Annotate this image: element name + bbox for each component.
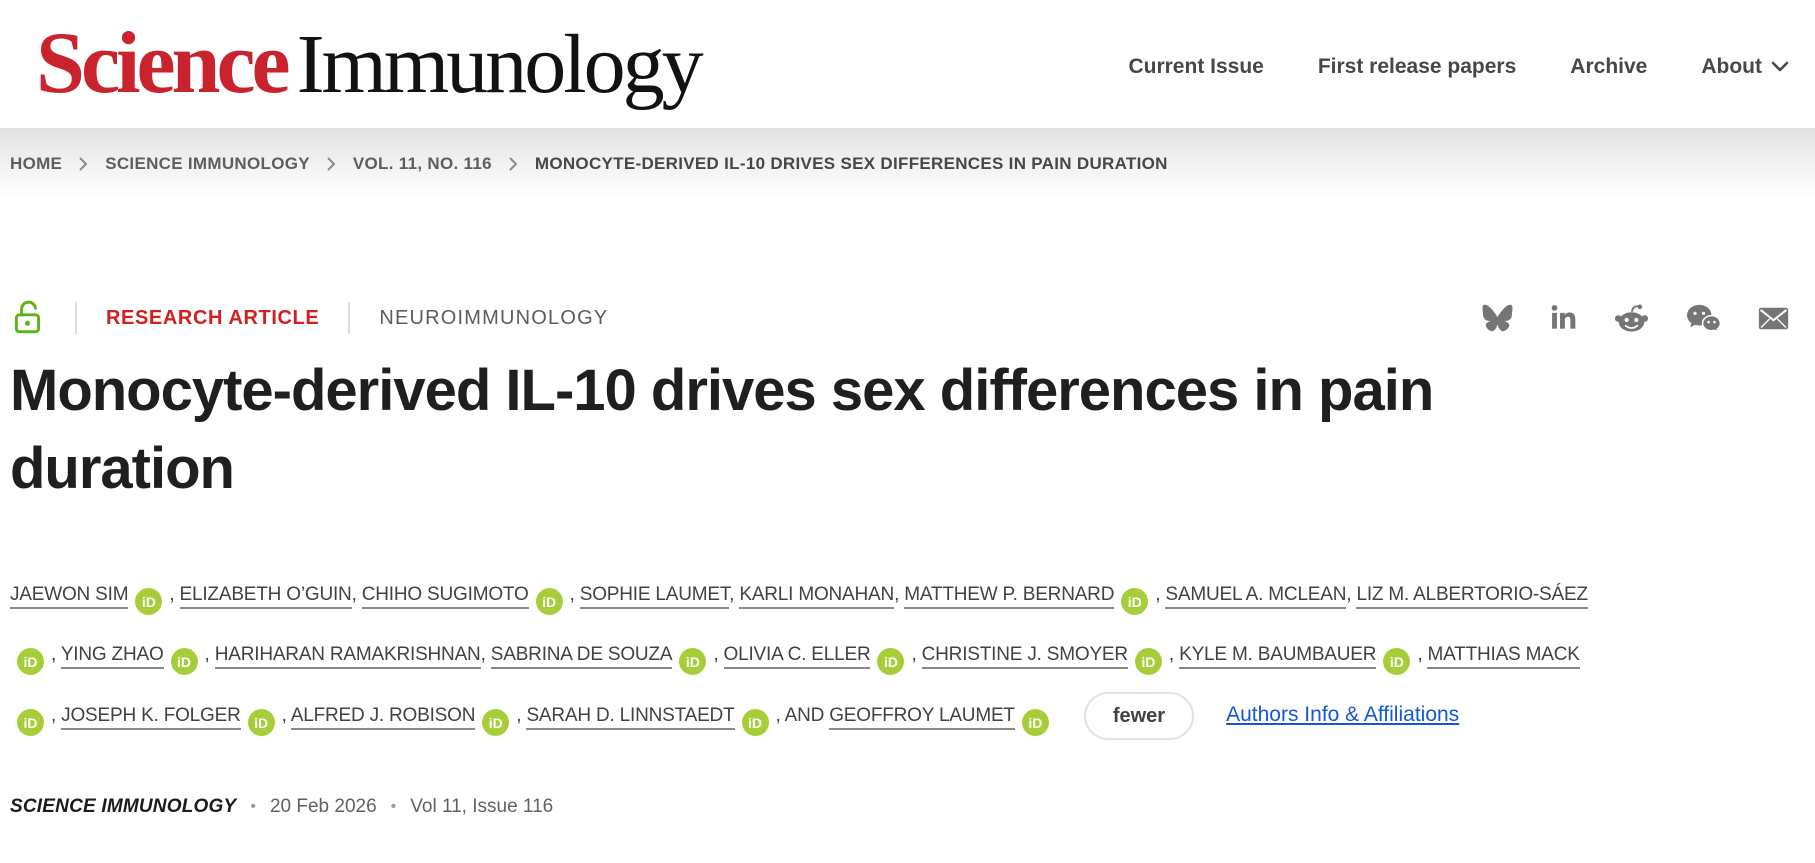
publication-date: 20 Feb 2026 xyxy=(269,795,377,817)
breadcrumb-link[interactable]: HOME xyxy=(10,154,63,173)
orcid-icon[interactable]: iD xyxy=(1383,648,1411,676)
author-link[interactable]: SARAH D. LINNSTAEDT xyxy=(526,704,735,730)
orcid-icon[interactable]: iD xyxy=(247,709,275,737)
orcid-icon[interactable]: iD xyxy=(535,588,563,616)
site-header: Science Immunology Current Issue First re… xyxy=(0,0,1815,128)
orcid-icon[interactable]: iD xyxy=(1134,648,1162,676)
publication-journal: SCIENCE IMMUNOLOGY xyxy=(10,795,237,817)
author-link[interactable]: ELIZABETH O’GUIN xyxy=(179,583,352,609)
breadcrumb-band: HOME SCIENCE IMMUNOLOGY VOL. 11, NO. 116 MO… xyxy=(0,128,1815,194)
breadcrumb-separator-icon xyxy=(327,157,336,171)
author-link[interactable]: SOPHIE LAUMET xyxy=(579,583,729,609)
journal-logo[interactable]: Science Immunology xyxy=(36,15,704,112)
author-link[interactable]: HARIHARAN RAMAKRISHNAN xyxy=(214,643,481,669)
orcid-icon[interactable]: iD xyxy=(1121,588,1149,616)
author-link[interactable]: CHIHO SUGIMOTO xyxy=(361,583,529,609)
chevron-down-icon xyxy=(1771,55,1789,79)
main-nav: Current Issue First release papers Archive… xyxy=(1128,49,1789,79)
breadcrumb-separator-icon xyxy=(509,157,518,171)
linkedin-share-icon[interactable] xyxy=(1550,304,1577,332)
authors-info-affiliations-link[interactable]: Authors Info & Affiliations xyxy=(1226,702,1460,726)
article-header: RESEARCH ARTICLE NEUROIMMUNOLOGY Monocyt… xyxy=(0,298,1815,818)
author-link[interactable]: GEOFFROY LAUMET xyxy=(829,704,1015,730)
breadcrumb-link[interactable]: SCIENCE IMMUNOLOGY xyxy=(105,154,310,173)
reddit-share-icon[interactable] xyxy=(1614,303,1649,334)
meta-separator: • xyxy=(250,797,256,815)
orcid-icon[interactable]: iD xyxy=(482,709,510,737)
orcid-icon[interactable]: iD xyxy=(135,588,163,616)
orcid-icon[interactable]: iD xyxy=(741,709,769,737)
author-list: JAEWON SIM iD, ELIZABETH O’GUIN, CHIHO SU… xyxy=(10,565,1620,746)
nav-item-about[interactable]: About xyxy=(1701,55,1789,79)
orcid-icon[interactable]: iD xyxy=(877,648,905,676)
breadcrumb-link[interactable]: VOL. 11, NO. 116 xyxy=(352,154,492,173)
author-link[interactable]: SAMUEL A. MCLEAN xyxy=(1165,583,1346,609)
author-link[interactable]: JOSEPH K. FOLGER xyxy=(61,704,241,730)
share-toolbar xyxy=(1482,303,1805,334)
author-link[interactable]: JAEWON SIM xyxy=(10,583,129,609)
orcid-icon[interactable]: iD xyxy=(17,709,44,737)
logo-journal-text: Immunology xyxy=(296,18,704,111)
publication-issue: Vol 11, Issue 116 xyxy=(410,795,554,817)
author-link[interactable]: ALFRED J. ROBISON xyxy=(290,704,475,730)
divider xyxy=(348,302,351,334)
author-link[interactable]: SABRINA DE SOUZA xyxy=(490,643,673,669)
nav-item-current-issue[interactable]: Current Issue xyxy=(1128,55,1264,78)
author-link[interactable]: MATTHIAS MACK xyxy=(1427,643,1580,669)
author-link[interactable]: CHRISTINE J. SMOYER xyxy=(921,643,1128,669)
article-title: Monocyte-derived IL-10 drives sex differ… xyxy=(10,358,1434,502)
breadcrumb: HOME SCIENCE IMMUNOLOGY VOL. 11, NO. 116 MO… xyxy=(10,154,1168,174)
orcid-icon[interactable]: iD xyxy=(170,648,198,676)
author-link[interactable]: LIZ M. ALBERTORIO-SÁEZ xyxy=(1356,583,1588,609)
email-share-icon[interactable] xyxy=(1758,306,1789,331)
nav-item-first-release-papers[interactable]: First release papers xyxy=(1317,55,1517,78)
divider xyxy=(75,302,77,334)
author-link[interactable]: OLIVIA C. ELLER xyxy=(723,643,871,669)
meta-separator: • xyxy=(390,797,397,815)
fewer-authors-button[interactable]: fewer xyxy=(1083,691,1195,740)
article-type-label[interactable]: RESEARCH ARTICLE xyxy=(106,306,320,329)
article-section-label[interactable]: NEUROIMMUNOLOGY xyxy=(379,306,609,329)
orcid-icon[interactable]: iD xyxy=(17,648,44,676)
breadcrumb-current: MONOCYTE-DERIVED IL-10 DRIVES SEX DIFFER… xyxy=(534,154,1168,173)
nav-item-archive[interactable]: Archive xyxy=(1570,55,1648,78)
orcid-icon[interactable]: iD xyxy=(679,648,707,676)
article-meta-row: RESEARCH ARTICLE NEUROIMMUNOLOGY xyxy=(10,298,1805,338)
bluesky-share-icon[interactable] xyxy=(1482,304,1513,332)
author-link[interactable]: MATTHEW P. BERNARD xyxy=(904,583,1114,609)
logo-science-text: Science xyxy=(36,15,291,112)
open-access-lock-icon xyxy=(10,298,46,338)
publication-meta: SCIENCE IMMUNOLOGY • 20 Feb 2026 • Vol 1… xyxy=(10,796,1805,818)
orcid-icon[interactable]: iD xyxy=(1021,709,1049,737)
author-link[interactable]: YING ZHAO xyxy=(60,643,164,669)
author-link[interactable]: KARLI MONAHAN xyxy=(739,583,894,609)
breadcrumb-separator-icon xyxy=(79,157,88,171)
author-link[interactable]: KYLE M. BAUMBAUER xyxy=(1179,643,1377,669)
wechat-share-icon[interactable] xyxy=(1686,303,1721,334)
